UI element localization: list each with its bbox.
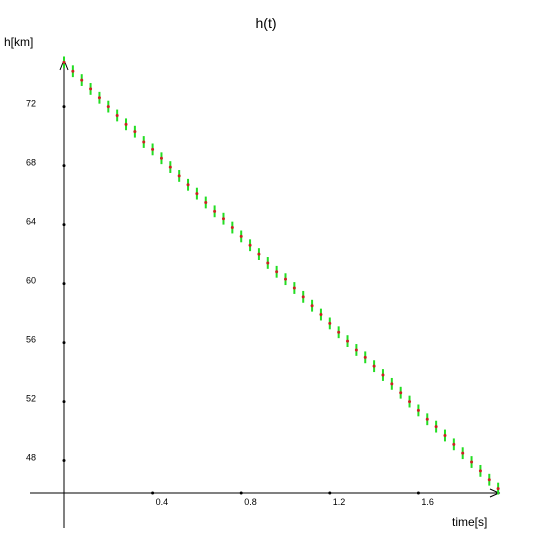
data-point xyxy=(372,364,376,368)
data-point xyxy=(266,261,270,265)
data-point xyxy=(408,400,412,404)
data-point xyxy=(399,391,403,395)
data-point xyxy=(275,270,279,274)
data-point xyxy=(97,96,101,100)
data-point xyxy=(213,209,217,213)
data-point xyxy=(221,217,225,221)
data-point xyxy=(168,165,172,169)
y-tick xyxy=(62,400,66,404)
y-tick-label: 48 xyxy=(26,453,36,463)
data-point xyxy=(319,313,323,317)
y-tick xyxy=(62,164,66,168)
x-tick-label: 1.2 xyxy=(333,497,346,507)
y-tick xyxy=(62,459,66,463)
data-point xyxy=(292,286,296,290)
x-axis-label: time[s] xyxy=(452,515,487,529)
data-point xyxy=(470,460,474,464)
data-point xyxy=(204,200,208,204)
data-point xyxy=(142,140,146,144)
y-tick-label: 68 xyxy=(26,158,36,168)
x-tick xyxy=(239,491,243,495)
data-point xyxy=(416,408,420,412)
data-point xyxy=(195,192,199,196)
data-point xyxy=(257,252,261,256)
x-tick xyxy=(328,491,332,495)
data-point xyxy=(452,442,456,446)
x-tick-label: 1.6 xyxy=(421,497,434,507)
data-point xyxy=(239,234,243,238)
data-point xyxy=(496,487,500,491)
data-point xyxy=(133,130,137,134)
data-point xyxy=(151,147,155,151)
data-point xyxy=(284,277,287,281)
data-point xyxy=(159,156,163,160)
data-point xyxy=(461,451,465,455)
y-tick xyxy=(62,105,66,109)
data-point xyxy=(177,174,181,178)
data-point xyxy=(115,113,119,117)
data-point xyxy=(124,122,128,126)
data-point xyxy=(425,417,429,421)
data-point xyxy=(62,60,66,64)
data-point xyxy=(328,321,332,325)
x-tick xyxy=(416,491,420,495)
y-tick-label: 56 xyxy=(26,335,36,345)
data-point xyxy=(346,339,350,343)
y-tick-label: 52 xyxy=(26,394,36,404)
data-point xyxy=(434,425,438,429)
x-tick xyxy=(151,491,155,495)
data-point xyxy=(487,478,491,482)
data-point xyxy=(354,348,358,352)
data-point xyxy=(230,226,234,230)
y-tick-label: 64 xyxy=(26,217,36,227)
x-tick-label: 0.8 xyxy=(244,497,257,507)
data-point xyxy=(80,78,84,82)
y-tick xyxy=(62,223,66,227)
y-axis-label: h[km] xyxy=(4,35,33,49)
data-point xyxy=(337,330,341,334)
y-tick-label: 60 xyxy=(26,276,36,286)
data-point xyxy=(478,469,482,473)
data-point xyxy=(71,69,75,73)
x-tick-label: 0.4 xyxy=(156,497,169,507)
data-point xyxy=(301,295,305,299)
y-tick xyxy=(62,341,66,345)
data-point xyxy=(186,183,190,187)
data-point xyxy=(248,243,252,247)
data-point xyxy=(443,433,447,437)
data-point xyxy=(310,304,314,308)
data-point xyxy=(381,373,385,377)
data-point xyxy=(106,105,110,109)
y-tick xyxy=(62,282,66,286)
data-point xyxy=(390,382,394,386)
chart-title: h(t) xyxy=(256,15,277,31)
y-tick-label: 72 xyxy=(26,99,36,109)
data-point xyxy=(89,87,93,91)
data-point xyxy=(363,355,367,359)
